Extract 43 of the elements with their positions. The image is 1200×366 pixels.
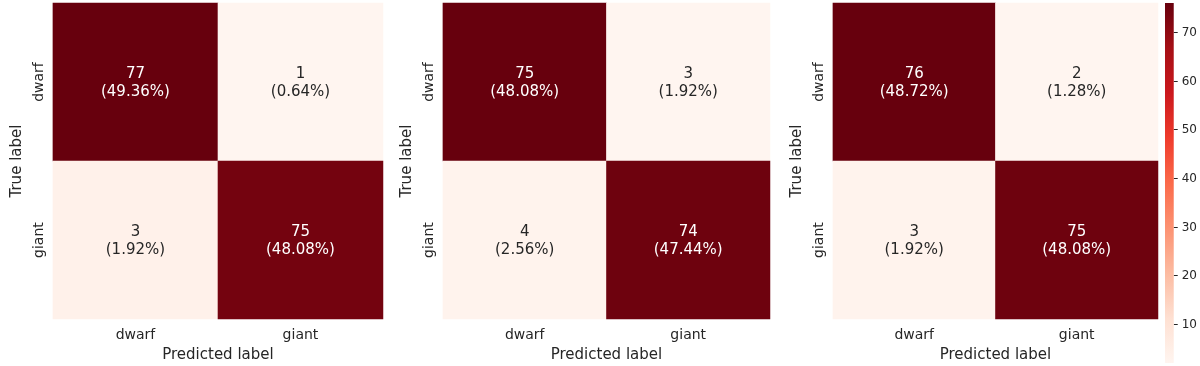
x-tick-label: giant — [670, 326, 707, 343]
data-label: 75 — [1067, 222, 1087, 241]
color-bar-label: 50 — [1181, 122, 1198, 137]
annotation: (48.08%) — [266, 240, 335, 259]
data-label: 1 — [295, 64, 306, 83]
x-axis-title: Predicted label — [939, 344, 1052, 363]
color-bar-label: 10 — [1181, 317, 1198, 332]
color-bar-label: 20 — [1181, 268, 1198, 283]
x-tick-label: dwarf — [504, 326, 546, 343]
x-tick-label: giant — [282, 326, 319, 343]
y-axis-title: True label — [396, 124, 415, 199]
annotation: (48.08%) — [490, 82, 560, 101]
x-axis-title: Predicted label — [550, 344, 663, 363]
annotation: (1.92%) — [105, 240, 166, 259]
annotation: (2.56%) — [494, 240, 555, 259]
data-label: 3 — [130, 222, 141, 241]
color-bar-label: 40 — [1181, 171, 1198, 186]
data-label: 75 — [515, 64, 535, 83]
annotation: (1.92%) — [884, 240, 944, 259]
data-label: 77 — [125, 64, 145, 83]
data-label: 75 — [290, 222, 311, 241]
annotation: (48.08%) — [1042, 240, 1112, 259]
annotation: (48.72%) — [879, 82, 949, 101]
annotation: (49.36%) — [100, 82, 170, 101]
x-tick-label: giant — [1058, 326, 1096, 343]
annotation: (0.64%) — [270, 82, 331, 101]
data-label: 3 — [909, 222, 919, 241]
y-axis-title: True label — [786, 124, 805, 199]
annotation: (47.44%) — [653, 240, 723, 259]
data-label: 3 — [683, 64, 693, 83]
x-axis-title: Predicted label — [162, 344, 274, 363]
color-bar-label: 70 — [1181, 25, 1198, 40]
y-axis-title: True label — [6, 124, 25, 199]
data-label: 76 — [904, 64, 924, 83]
data-label: 2 — [1071, 64, 1082, 83]
annotation: (1.28%) — [1047, 82, 1107, 101]
color-bar-label: 60 — [1181, 73, 1198, 88]
x-tick-label: dwarf — [894, 326, 936, 343]
data-label: 74 — [678, 222, 698, 241]
color-bar-label: 30 — [1181, 219, 1198, 234]
annotation: (1.92%) — [658, 82, 718, 101]
x-tick-label: dwarf — [115, 326, 157, 343]
data-label: 4 — [519, 222, 530, 241]
